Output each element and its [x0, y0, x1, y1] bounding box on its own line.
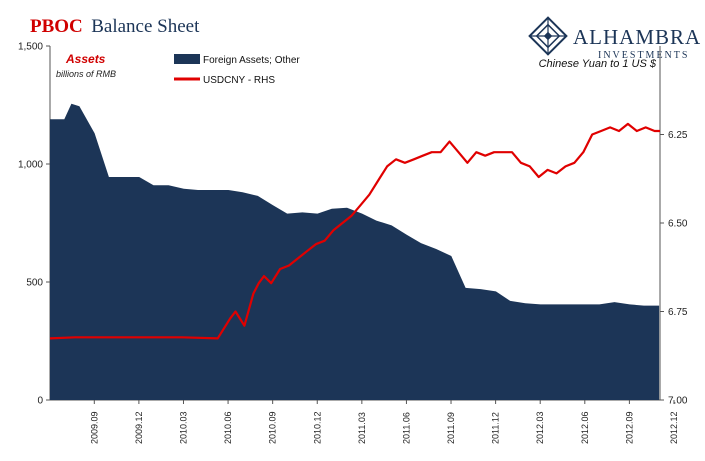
- x-tick-label: 2010.06: [223, 411, 233, 444]
- left-tick-label: 1,500: [18, 42, 43, 53]
- left-axis-label: Assets: [65, 52, 106, 66]
- right-axis-ticks: 7.00 6.75 6.50 6.25: [660, 130, 688, 407]
- x-tick-label: 2010.03: [178, 411, 188, 444]
- right-tick-label: 7.00: [668, 396, 688, 407]
- x-tick-label: 2010.09: [268, 411, 278, 444]
- right-tick-label: 6.50: [668, 219, 688, 230]
- logo-name: ALHAMBRA: [573, 25, 701, 49]
- title-brand: PBOC: [30, 16, 83, 37]
- x-tick-label: 2011.06: [401, 412, 411, 444]
- left-tick-label: 500: [26, 278, 43, 289]
- usdcny-line: [49, 122, 660, 340]
- legend-label-foreign-assets: Foreign Assets; Other: [203, 55, 300, 66]
- x-tick-label: 2012.09: [624, 411, 634, 444]
- legend-label-usdcny: USDCNY - RHS: [203, 75, 275, 86]
- x-tick-label: 2011.03: [357, 412, 367, 444]
- x-tick-label: 2009.09: [89, 411, 99, 444]
- x-axis-ticks: 2009.09 2009.12 2010.03 2010.06 2010.09 2010.…: [89, 400, 679, 444]
- usdcny-line-layer: [49, 122, 660, 340]
- title-text: Balance Sheet: [91, 16, 200, 37]
- right-tick-label: 6.75: [668, 307, 688, 318]
- x-tick-label: 2011.09: [446, 412, 456, 444]
- foreign-assets-area-layer: [50, 103, 660, 401]
- right-axis-label: Chinese Yuan to 1 US $: [539, 58, 657, 70]
- alhambra-logo: ALHAMBRA INVESTMENTS: [528, 16, 701, 61]
- x-tick-label: 2010.12: [312, 411, 322, 444]
- x-tick-label: 2011.12: [491, 412, 501, 444]
- legend: Foreign Assets; Other USDCNY - RHS: [174, 54, 300, 86]
- x-tick-label: 2012.06: [580, 411, 590, 444]
- x-tick-label: 2012.12: [669, 411, 679, 444]
- x-tick-label: 2012.03: [535, 411, 545, 444]
- right-tick-label: 6.25: [668, 130, 688, 141]
- x-tick-label: 2009.12: [134, 411, 144, 444]
- legend-swatch-foreign-assets: [174, 54, 200, 64]
- logo-subtitle: INVESTMENTS: [598, 50, 689, 61]
- left-tick-label: 0: [37, 396, 43, 407]
- left-axis-ticks: 0 500 1,000 1,500: [18, 42, 50, 407]
- diamond-lattice-icon: [528, 16, 568, 56]
- chart-title: PBOC Balance Sheet: [30, 16, 200, 37]
- left-axis-sublabel: billions of RMB: [56, 69, 116, 79]
- left-tick-label: 1,000: [18, 160, 43, 171]
- foreign-assets-area: [50, 103, 660, 401]
